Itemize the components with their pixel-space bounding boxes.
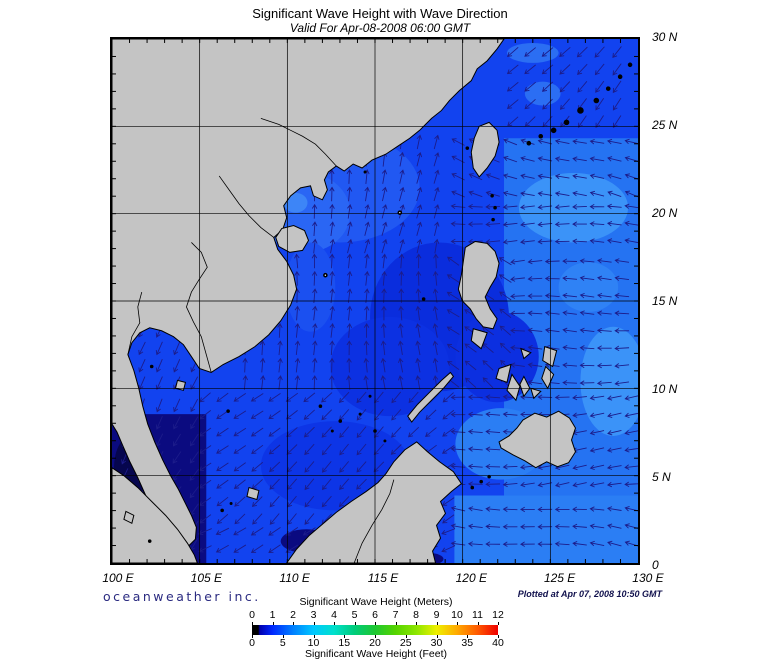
meters-tick-mark [477,622,479,625]
meters-tick-value: 2 [290,609,296,621]
feet-tick-value: 40 [492,637,504,649]
feet-tick-mark [344,635,346,638]
meters-tick-value: 7 [392,609,399,621]
legend-feet-label: Significant Wave Height (Feet) [304,648,447,660]
feet-tick-value: 0 [249,637,255,649]
valid-time-subtitle: Valid For Apr-08-2008 06:00 GMT [289,21,471,35]
meters-tick-mark [436,622,438,625]
meters-tick-value: 8 [413,609,419,621]
legend-meters-label: Significant Wave Height (Meters) [299,596,453,608]
meters-tick-value: 4 [331,609,337,621]
feet-tick-mark [436,635,438,638]
meters-tick-mark [375,622,376,625]
lat-label: 25 N [652,118,678,132]
feet-tick-value: 20 [369,637,381,649]
feet-tick-mark [467,635,469,638]
meters-tick-mark [334,622,335,625]
map-frame [110,37,640,565]
meters-tick-mark [272,622,274,625]
lon-label: 120 E [455,571,487,585]
lat-label: 5 N [652,470,671,484]
lat-label: 10 N [652,382,678,396]
feet-tick-value: 30 [430,637,443,649]
feet-tick-mark [282,635,284,638]
meters-tick-mark [293,622,294,625]
meters-tick-mark [354,622,356,625]
plotted-timestamp: Plotted at Apr 07, 2008 10:50 GMT [517,589,662,599]
lon-label: 100 E [102,571,134,585]
meters-tick-value: 1 [269,609,276,621]
feet-tick-value: 10 [307,637,320,649]
feet-tick-mark [252,635,253,638]
meters-tick-mark [498,622,499,625]
meters-tick-value: 9 [433,609,440,621]
lon-label: 110 E [279,571,310,585]
feet-tick-mark [313,635,315,638]
map-svg [112,39,638,563]
meters-tick-value: 12 [492,609,504,621]
lat-label: 15 N [652,294,678,308]
oceanweather-logo-text: oceanweather inc. [103,589,261,604]
meters-tick-value: 10 [451,609,463,621]
lon-label: 125 E [543,571,576,585]
lat-label: 20 N [652,206,678,220]
feet-tick-value: 15 [338,637,351,649]
meters-tick-mark [457,622,458,625]
feet-tick-value: 35 [461,637,474,649]
meters-tick-value: 5 [351,609,358,621]
lon-label: 105 E [190,571,222,585]
lon-label: 130 E [632,571,664,585]
lat-label: 0 [652,558,659,572]
meters-tick-value: 3 [310,609,317,621]
meters-tick-value: 6 [372,609,378,621]
meters-tick-value: 11 [472,609,483,621]
feet-tick-mark [375,635,376,638]
meters-tick-value: 0 [249,609,255,621]
meters-tick-mark [313,622,315,625]
meters-tick-mark [395,622,397,625]
feet-tick-value: 5 [279,637,286,649]
lon-label: 115 E [367,571,399,585]
meters-tick-mark [252,622,253,625]
page-title: Significant Wave Height with Wave Direct… [252,6,508,21]
meters-tick-mark [416,622,417,625]
lat-label: 30 N [652,30,678,44]
feet-tick-mark [498,635,499,638]
feet-tick-mark [405,635,407,638]
feet-tick-value: 25 [399,637,412,649]
wave-height-colorbar [252,625,498,635]
